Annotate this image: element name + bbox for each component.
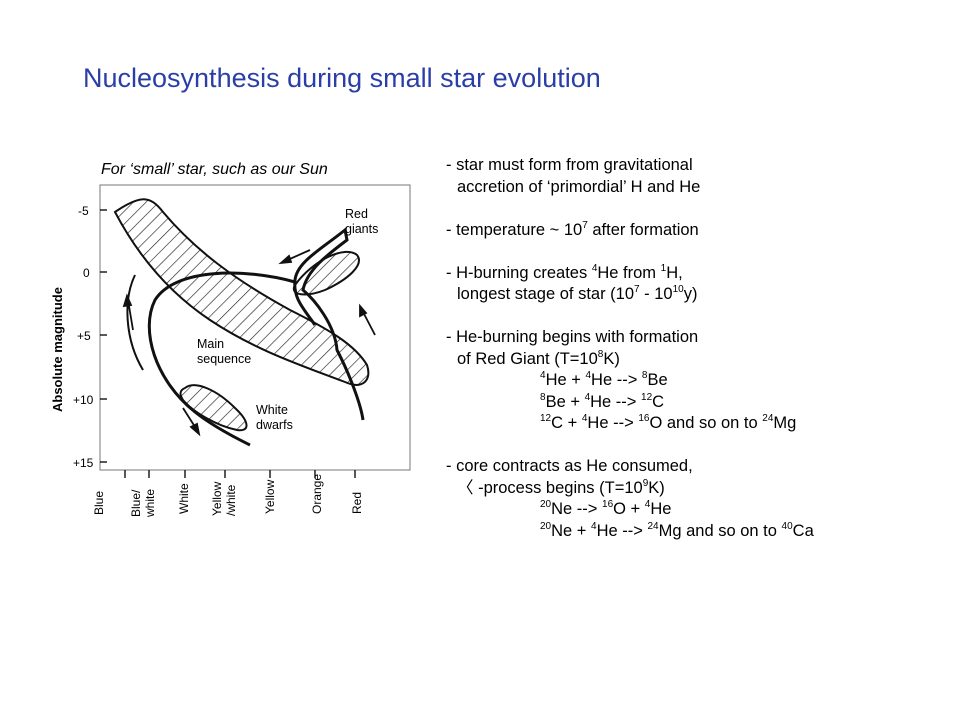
white-dwarfs-region	[179, 384, 248, 432]
note-line: - H-burning creates 4He from 1H,	[446, 262, 683, 282]
y-tick: +10	[73, 393, 94, 407]
arrow-icon	[359, 303, 376, 336]
y-tick: 0	[83, 266, 90, 280]
y-tick: -5	[78, 204, 89, 218]
note-line: - temperature ~ 107 after formation	[446, 219, 699, 239]
region-label-red-giants: Red giants	[345, 207, 378, 236]
hr-diagram: -5 0 +5 +10 +15 Absolute magnitude Blue …	[45, 150, 415, 535]
note-line: - He-burning begins with formation	[446, 328, 699, 346]
x-category-label: Red	[350, 492, 364, 514]
x-category-label: Blue/white	[129, 489, 157, 518]
x-category-label: White	[177, 483, 191, 514]
arrow-icon	[122, 293, 134, 331]
x-category-label: Blue	[92, 491, 106, 515]
reaction-line: 20Ne --> 16O + 4He	[540, 499, 672, 519]
reaction-line: 4He + 4He --> 8Be	[540, 370, 668, 390]
note-line: accretion of ‘primordial’ H and He	[457, 177, 701, 196]
y-tick: +15	[73, 456, 94, 470]
note-line: 〈 -process begins (T=109K)	[457, 477, 665, 497]
reaction-line: 20Ne + 4He --> 24Mg and so on to 40Ca	[540, 520, 814, 540]
evolution-track-loop	[147, 271, 296, 447]
evolution-track-arc	[126, 274, 144, 371]
note-line: longest stage of star (107 - 1010y)	[457, 284, 698, 304]
arrow-icon	[278, 249, 311, 265]
y-tick: +5	[77, 329, 91, 343]
note-line: - core contracts as He consumed,	[446, 457, 693, 475]
note-line: of Red Giant (T=108K)	[457, 348, 620, 368]
arrow-icon	[182, 407, 201, 437]
evolution-track	[293, 227, 365, 421]
region-label-main-sequence: Main sequence	[197, 337, 251, 366]
y-axis-label: Absolute magnitude	[50, 287, 65, 412]
reaction-line: 8Be + 4He --> 12C	[540, 391, 665, 411]
page-title: Nucleosynthesis during small star evolut…	[83, 63, 601, 93]
diagram-caption: For ‘small’ star, such as our Sun	[101, 161, 328, 178]
main-sequence-band	[113, 198, 370, 386]
notes-panel: - star must form from gravitational accr…	[446, 155, 814, 542]
reaction-line: 12C + 4He --> 16O and so on to 24Mg	[540, 413, 797, 433]
x-category-label: Yellow/white	[210, 481, 238, 516]
note-line: - star must form from gravitational	[446, 156, 693, 174]
x-category-label: Orange	[310, 474, 324, 514]
region-label-white-dwarfs: White dwarfs	[256, 403, 293, 432]
x-category-label: Yellow	[263, 479, 277, 514]
